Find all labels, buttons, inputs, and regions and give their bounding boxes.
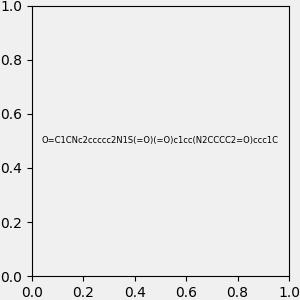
Text: O=C1CNc2ccccc2N1S(=O)(=O)c1cc(N2CCCC2=O)ccc1C: O=C1CNc2ccccc2N1S(=O)(=O)c1cc(N2CCCC2=O)… bbox=[42, 136, 279, 146]
